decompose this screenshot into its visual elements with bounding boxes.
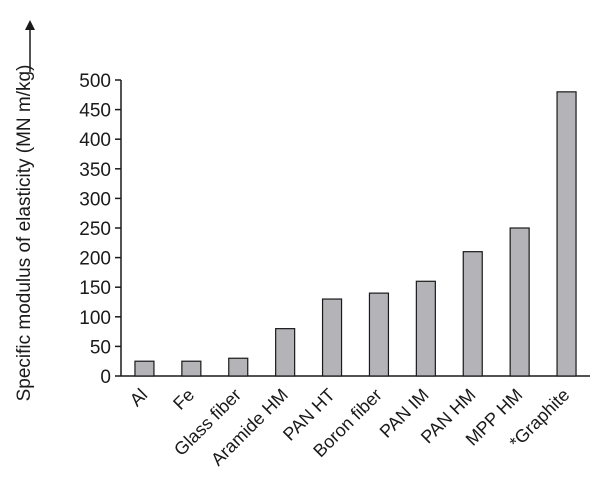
bar: [228, 357, 249, 377]
y-axis-title: Specific modulus of elasticity (MN m/kg): [14, 65, 35, 402]
y-tick-label: 250: [79, 219, 111, 240]
y-tick-label: 100: [79, 308, 111, 329]
bars: [134, 91, 577, 377]
y-tick-label: 350: [79, 160, 111, 181]
bar: [415, 280, 436, 377]
bar: [181, 360, 202, 377]
x-tick-label: Al: [126, 385, 151, 410]
x-tick-label: Fe: [169, 385, 198, 414]
bar: [462, 251, 483, 377]
y-tick-label: 500: [79, 71, 111, 92]
bar: [321, 298, 343, 377]
y-tick-label: 150: [79, 278, 111, 299]
y-axis: 0 50 100 150 200 250 300 350 400 450 500: [79, 71, 122, 388]
bar: [509, 227, 530, 377]
y-tick-label: 50: [90, 337, 111, 358]
y-tick-label: 0: [100, 367, 111, 388]
bar: [556, 91, 577, 377]
bar: [134, 360, 155, 377]
bar: [275, 328, 296, 377]
y-tick-label: 400: [79, 130, 111, 151]
y-ticks: 0 50 100 150 200 250 300 350 400 450 500: [79, 71, 121, 388]
bar: [368, 292, 390, 377]
y-tick-label: 450: [79, 101, 111, 122]
y-tick-label: 300: [79, 189, 111, 210]
y-tick-label: 200: [79, 249, 111, 270]
